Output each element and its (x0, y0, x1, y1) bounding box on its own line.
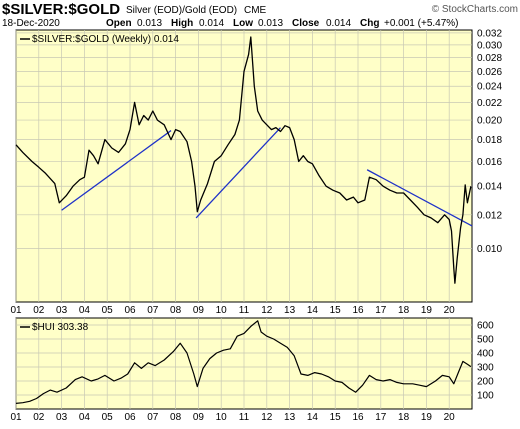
x-tick-label: 12 (261, 305, 273, 316)
x-tick-label: 14 (307, 305, 319, 316)
x-tick-label: 20 (444, 305, 456, 316)
y-tick-label: 500 (477, 335, 494, 346)
y-tick-label: 100 (477, 391, 494, 402)
hui-panel-y-axis: 100 200 300 400 500 600 (477, 321, 494, 402)
x-tick-label: 16 (352, 305, 364, 316)
hui-panel: 100 200 300 400 500 600 01 02 03 04 05 06 07 08 09 10 1… (10, 317, 494, 423)
y-tick-label: 0.022 (477, 98, 502, 109)
x-tick-label: 05 (102, 305, 114, 316)
x-tick-label: 12 (261, 412, 273, 423)
hui-panel-x-axis: 01 02 03 04 05 06 07 08 09 10 11 12 13 14 15 16 17 18 19 20 (10, 412, 455, 423)
x-tick-label: 11 (239, 305, 250, 316)
high-label: High (171, 18, 193, 29)
y-tick-label: 0.026 (477, 67, 502, 78)
close-value: 0.014 (326, 18, 351, 29)
x-tick-label: 15 (330, 412, 342, 423)
x-tick-label: 09 (193, 305, 205, 316)
low-label: Low (233, 18, 253, 29)
x-tick-label: 07 (147, 412, 159, 423)
y-tick-label: 0.028 (477, 53, 502, 64)
y-tick-label: 0.010 (477, 244, 502, 255)
symbol-description: Silver (EOD)/Gold (EOD) (126, 5, 237, 16)
x-tick-label: 06 (124, 412, 136, 423)
y-tick-label: 300 (477, 363, 494, 374)
x-tick-label: 18 (398, 412, 410, 423)
x-tick-label: 01 (10, 412, 22, 423)
x-tick-label: 10 (216, 412, 228, 423)
y-tick-label: 0.020 (477, 116, 502, 127)
quote-date: 18-Dec-2020 (2, 18, 60, 29)
x-tick-label: 17 (375, 412, 387, 423)
silver-gold-ratio-line (15, 36, 472, 284)
y-tick-label: 0.016 (477, 157, 502, 168)
x-tick-label: 14 (307, 412, 319, 423)
close-label: Close (292, 18, 320, 29)
price-panel: 0.010 0.012 0.014 0.016 0.018 0.020 0.022 0.024… (10, 28, 502, 316)
x-tick-label: 15 (330, 305, 342, 316)
open-value: 0.013 (137, 18, 162, 29)
x-tick-label: 02 (33, 412, 45, 423)
y-tick-label: 0.014 (477, 182, 502, 193)
x-tick-label: 20 (444, 412, 456, 423)
x-tick-label: 08 (170, 305, 182, 316)
x-tick-label: 05 (102, 412, 114, 423)
x-tick-label: 01 (10, 305, 22, 316)
hui-index-line (15, 320, 472, 404)
high-value: 0.014 (199, 18, 224, 29)
y-tick-label: 0.024 (477, 82, 502, 93)
x-tick-label: 13 (284, 305, 296, 316)
x-tick-label: 16 (352, 412, 364, 423)
x-tick-label: 02 (33, 305, 45, 316)
x-tick-label: 04 (79, 305, 91, 316)
y-tick-label: 0.030 (477, 40, 502, 51)
x-tick-label: 10 (216, 305, 228, 316)
brand-credit: © StockCharts.com (432, 4, 518, 15)
y-tick-label: 200 (477, 377, 494, 388)
x-tick-label: 04 (79, 412, 91, 423)
trendline (366, 169, 473, 227)
x-tick-label: 13 (284, 412, 296, 423)
price-panel-trendlines (61, 127, 473, 227)
x-tick-label: 08 (170, 412, 182, 423)
y-tick-label: 400 (477, 349, 494, 360)
price-panel-x-axis: 01 02 03 04 05 06 07 08 09 10 11 12 13 14 15 16 17 18 19 20 (10, 305, 455, 316)
symbol-title: $SILVER:$GOLD (2, 1, 120, 18)
y-tick-label: 600 (477, 321, 494, 332)
x-tick-label: 19 (421, 412, 433, 423)
price-panel-y-axis: 0.010 0.012 0.014 0.016 0.018 0.020 0.022 0.024… (477, 28, 502, 255)
x-tick-label: 11 (239, 412, 250, 423)
low-value: 0.013 (258, 18, 283, 29)
x-tick-label: 03 (56, 412, 68, 423)
chg-label: Chg (360, 18, 379, 29)
price-panel-legend: $SILVER:$GOLD (Weekly) 0.014 (20, 34, 179, 45)
trendline (61, 130, 172, 211)
y-tick-label: 0.012 (477, 210, 502, 221)
chg-value: +0.001 (+5.47%) (384, 18, 459, 29)
x-tick-label: 09 (193, 412, 205, 423)
hui-panel-legend: $HUI 303.38 (20, 322, 89, 333)
y-tick-label: 0.018 (477, 135, 502, 146)
open-label: Open (106, 18, 132, 29)
x-tick-label: 17 (375, 305, 387, 316)
trendline (195, 127, 281, 219)
y-tick-label: 0.032 (477, 28, 502, 39)
x-tick-label: 19 (421, 305, 433, 316)
price-panel-grid (15, 30, 472, 302)
exchange-label: CME (244, 5, 267, 16)
x-tick-label: 18 (398, 305, 410, 316)
x-tick-label: 07 (147, 305, 159, 316)
hui-legend-label: $HUI 303.38 (32, 322, 89, 333)
x-tick-label: 03 (56, 305, 68, 316)
x-tick-label: 06 (124, 305, 136, 316)
price-legend-label: $SILVER:$GOLD (Weekly) 0.014 (32, 34, 179, 45)
